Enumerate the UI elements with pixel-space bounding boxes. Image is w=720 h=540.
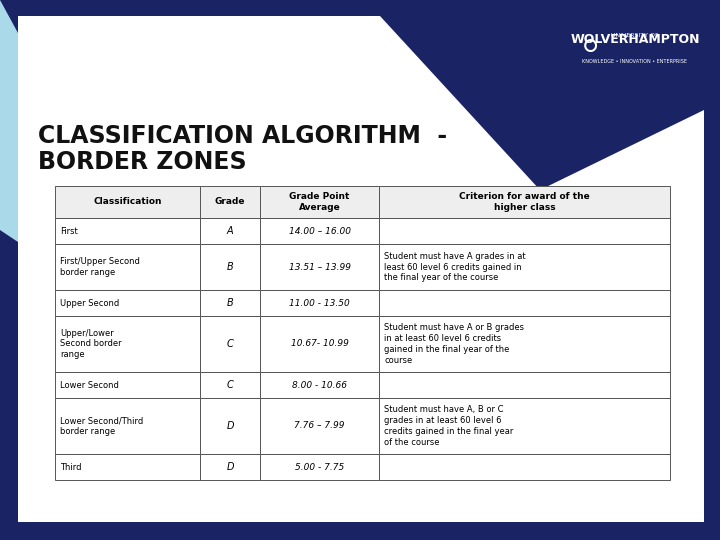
Bar — [55, 290, 200, 316]
Bar — [379, 186, 670, 218]
Bar — [200, 244, 260, 290]
Text: Third: Third — [60, 462, 81, 471]
Bar — [55, 316, 200, 372]
Text: Student must have A, B or C
grades in at least 60 level 6
credits gained in the : Student must have A, B or C grades in at… — [384, 406, 513, 447]
Polygon shape — [165, 170, 215, 360]
Text: Lower Second/Third
border range: Lower Second/Third border range — [60, 416, 143, 436]
Bar — [200, 454, 260, 480]
Bar — [55, 398, 200, 454]
Bar — [260, 454, 379, 480]
Bar — [55, 372, 200, 398]
Bar — [260, 244, 379, 290]
Bar — [379, 316, 670, 372]
Bar — [55, 454, 200, 480]
Bar — [200, 290, 260, 316]
Bar — [379, 244, 670, 290]
Bar — [379, 290, 670, 316]
Text: CLASSIFICATION ALGORITHM  -: CLASSIFICATION ALGORITHM - — [38, 124, 447, 148]
Text: C: C — [227, 339, 233, 349]
Text: WOLVERHAMPTON: WOLVERHAMPTON — [570, 33, 700, 46]
Text: UNIVERSITY OF: UNIVERSITY OF — [611, 33, 659, 38]
Bar — [55, 186, 200, 218]
Text: 7.76 – 7.99: 7.76 – 7.99 — [294, 422, 345, 430]
Bar — [55, 244, 200, 290]
Bar — [200, 186, 260, 218]
Text: 13.51 – 13.99: 13.51 – 13.99 — [289, 262, 351, 272]
Text: Grade: Grade — [215, 198, 246, 206]
Bar — [260, 372, 379, 398]
Bar — [379, 372, 670, 398]
Bar — [200, 316, 260, 372]
Polygon shape — [110, 140, 165, 330]
Text: A: A — [227, 226, 233, 236]
Text: Grade Point
Average: Grade Point Average — [289, 192, 350, 212]
Bar — [379, 398, 670, 454]
Text: B: B — [227, 298, 233, 308]
Text: D: D — [227, 462, 234, 472]
Text: 14.00 – 16.00: 14.00 – 16.00 — [289, 226, 351, 235]
Text: Upper Second: Upper Second — [60, 299, 120, 307]
Bar — [200, 218, 260, 244]
Bar — [200, 372, 260, 398]
Text: Classification: Classification — [94, 198, 162, 206]
Text: KNOWLEDGE • INNOVATION • ENTERPRISE: KNOWLEDGE • INNOVATION • ENTERPRISE — [582, 59, 688, 64]
Text: 11.00 - 13.50: 11.00 - 13.50 — [289, 299, 350, 307]
Text: 8.00 - 10.66: 8.00 - 10.66 — [292, 381, 347, 389]
Bar — [379, 454, 670, 480]
Text: 10.67- 10.99: 10.67- 10.99 — [291, 340, 348, 348]
Text: Lower Second: Lower Second — [60, 381, 119, 389]
Text: Student must have A or B grades
in at least 60 level 6 credits
gained in the fin: Student must have A or B grades in at le… — [384, 323, 524, 364]
Polygon shape — [60, 110, 110, 300]
Text: Upper/Lower
Second border
range: Upper/Lower Second border range — [60, 329, 122, 359]
Text: BORDER ZONES: BORDER ZONES — [38, 150, 247, 174]
Text: ⚪: ⚪ — [578, 34, 602, 62]
Text: D: D — [227, 421, 234, 431]
Bar — [260, 290, 379, 316]
Bar — [379, 218, 670, 244]
Text: Student must have A grades in at
least 60 level 6 credits gained in
the final ye: Student must have A grades in at least 6… — [384, 252, 526, 282]
Polygon shape — [0, 0, 60, 270]
Text: First: First — [60, 226, 78, 235]
Text: C: C — [227, 380, 233, 390]
Text: First/Upper Second
border range: First/Upper Second border range — [60, 257, 140, 277]
Bar — [260, 398, 379, 454]
Bar — [55, 218, 200, 244]
Bar — [260, 316, 379, 372]
Bar — [200, 398, 260, 454]
FancyBboxPatch shape — [18, 16, 704, 522]
Polygon shape — [380, 16, 704, 190]
Text: Criterion for award of the
higher class: Criterion for award of the higher class — [459, 192, 590, 212]
Text: 5.00 - 7.75: 5.00 - 7.75 — [295, 462, 344, 471]
Bar — [260, 186, 379, 218]
Bar — [260, 218, 379, 244]
Text: B: B — [227, 262, 233, 272]
